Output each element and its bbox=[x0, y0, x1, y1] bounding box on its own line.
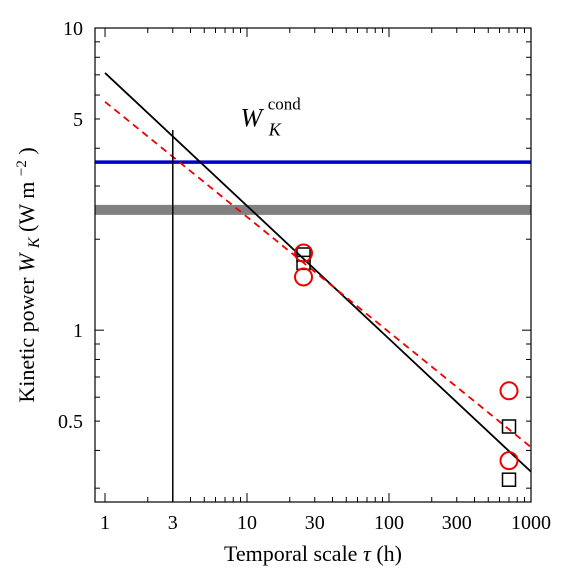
y-axis-label-symbol: W bbox=[14, 252, 39, 272]
y-axis-label-unit-sup: −2 bbox=[14, 160, 30, 176]
x-axis-label: Temporal scale τ (h) bbox=[224, 541, 402, 566]
x-tick-label: 30 bbox=[305, 512, 325, 534]
annotation-base: W bbox=[241, 103, 265, 132]
annotation-label: W K cond bbox=[241, 94, 302, 141]
y-tick-label: 1 bbox=[73, 320, 83, 342]
black-fit-line bbox=[104, 72, 531, 473]
y-axis-label: Kinetic power W K (W m −2 ) bbox=[6, 147, 44, 402]
x-axis-label-unit: (h) bbox=[376, 541, 402, 566]
square-marker bbox=[501, 472, 517, 487]
circle-marker bbox=[294, 243, 314, 263]
plot-frame bbox=[94, 27, 532, 503]
red-dashed-fit-line bbox=[104, 101, 531, 448]
circle-marker bbox=[294, 267, 314, 287]
y-axis-label-text: Kinetic power bbox=[14, 272, 39, 403]
annotation-sup: cond bbox=[268, 94, 302, 113]
annotation: W K cond bbox=[241, 94, 302, 141]
square-marker bbox=[501, 419, 517, 434]
x-tick-label: 1000 bbox=[511, 512, 551, 534]
x-tick-label: 1 bbox=[100, 512, 110, 534]
y-tick-label: 0.5 bbox=[58, 411, 83, 433]
circle-marker bbox=[499, 451, 519, 471]
axis-ticks: 1 3 10 30 100 300 1000 0.5 1 5 10 bbox=[58, 18, 551, 534]
y-tick-label: 5 bbox=[73, 109, 83, 131]
annotation-sub: K bbox=[268, 119, 282, 139]
x-tick-label: 300 bbox=[442, 512, 472, 534]
circle-marker bbox=[499, 381, 519, 401]
plot-series bbox=[95, 72, 531, 502]
y-tick-label: 10 bbox=[63, 18, 83, 40]
x-tick-label: 100 bbox=[374, 512, 404, 534]
y-axis-label-unit-start: (W m bbox=[14, 182, 39, 232]
x-axis-label-text: Temporal scale bbox=[224, 541, 363, 566]
y-axis-label-unit-end: ) bbox=[14, 147, 39, 154]
y-axis-label-sub: K bbox=[26, 236, 43, 249]
x-tick-label: 10 bbox=[237, 512, 257, 534]
x-tick-label: 3 bbox=[168, 512, 178, 534]
x-axis-label-symbol: τ bbox=[363, 541, 372, 566]
